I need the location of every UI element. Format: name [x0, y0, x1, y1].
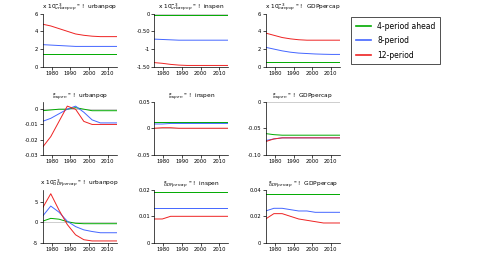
- Title: x 10$^{-3}_{urbanpop}$ " !  inspen: x 10$^{-3}_{urbanpop}$ " ! inspen: [158, 1, 224, 14]
- Legend: 4-period ahead, 8-period, 12-period: 4-period ahead, 8-period, 12-period: [352, 17, 440, 64]
- Title: $^{a}_{GDPpercap}$ " !  GDPpercap: $^{a}_{GDPpercap}$ " ! GDPpercap: [268, 179, 338, 190]
- Title: $^{a}_{GDPpercap}$ " !  inspen: $^{a}_{GDPpercap}$ " ! inspen: [163, 179, 220, 190]
- Title: x 10$^{-3}_{GDPpercap}$ " !  urbanpop: x 10$^{-3}_{GDPpercap}$ " ! urbanpop: [40, 178, 119, 190]
- Title: $^{a}_{inspen}$ " !  urbanpop: $^{a}_{inspen}$ " ! urbanpop: [52, 90, 108, 102]
- Title: x 10$^{-3}_{banpop}$ " !  GDPpercap: x 10$^{-3}_{banpop}$ " ! GDPpercap: [265, 1, 340, 14]
- Title: $^{a}_{inspen}$ " !  GDPpercap: $^{a}_{inspen}$ " ! GDPpercap: [272, 90, 334, 102]
- Title: x 10$^{-3}_{urbanpop}$ " !  urbanpop: x 10$^{-3}_{urbanpop}$ " ! urbanpop: [42, 1, 117, 14]
- Title: $^{a}_{inspen}$ " !  inspen: $^{a}_{inspen}$ " ! inspen: [168, 90, 215, 102]
